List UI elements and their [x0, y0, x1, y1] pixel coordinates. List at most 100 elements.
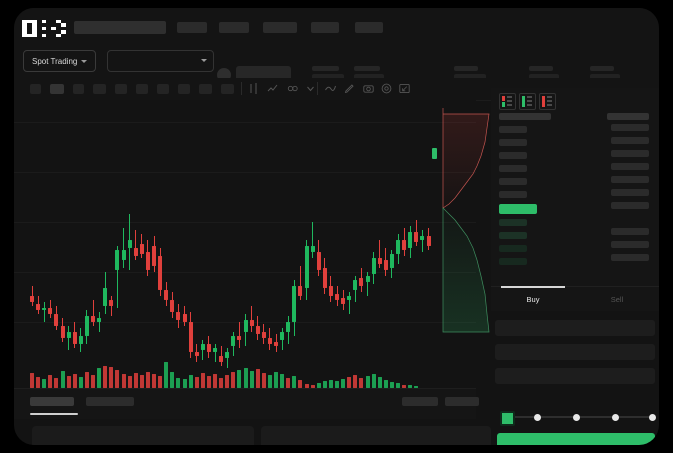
orderbook-row-right[interactable] — [611, 241, 649, 248]
orderbook-row-right[interactable] — [611, 228, 649, 235]
positions-panel-right[interactable] — [261, 426, 491, 445]
price-chart[interactable] — [14, 100, 476, 388]
amount-field[interactable] — [495, 344, 655, 360]
camera-icon[interactable] — [362, 82, 375, 95]
volume-bar — [121, 374, 126, 388]
orderbook-row[interactable] — [499, 245, 527, 252]
volume-histogram — [14, 350, 476, 388]
candle — [78, 100, 83, 352]
timeframe-5[interactable] — [115, 84, 127, 94]
volume-bar — [408, 385, 413, 388]
nav-item-3[interactable] — [263, 22, 297, 33]
volume-bar — [298, 380, 303, 388]
volume-bar — [48, 375, 53, 388]
volume-bar — [322, 381, 327, 388]
orderbook-spread-row[interactable] — [499, 204, 537, 214]
nav-item-1[interactable] — [177, 22, 207, 33]
pencil-icon[interactable] — [343, 82, 356, 95]
orderbook-row-right[interactable] — [611, 176, 649, 183]
slider-step-100[interactable] — [649, 413, 656, 421]
nav-item-5[interactable] — [355, 22, 383, 33]
timeframe-3[interactable] — [73, 84, 84, 94]
orderbook-row[interactable] — [499, 139, 527, 146]
orderbook-row-right[interactable] — [611, 137, 649, 144]
chevron-down-icon[interactable] — [304, 82, 317, 95]
candle — [322, 100, 327, 350]
settings-gear-icon[interactable] — [380, 82, 393, 95]
slider-step-25[interactable] — [534, 413, 541, 421]
amount-slider[interactable] — [500, 410, 656, 426]
total-field[interactable] — [495, 368, 655, 384]
stat-2 — [354, 66, 384, 80]
volume-bar — [219, 378, 224, 388]
volume-bar — [249, 371, 254, 388]
chevron-down-icon — [81, 59, 88, 63]
orderbook-row-right[interactable] — [611, 150, 649, 157]
candle — [328, 100, 333, 350]
submit-buy-button[interactable] — [497, 433, 655, 445]
orderbook-row-right[interactable] — [611, 254, 649, 261]
orderbook-row[interactable] — [499, 178, 527, 185]
candle — [176, 100, 181, 350]
orderbook-row[interactable] — [499, 165, 527, 172]
price-field[interactable] — [495, 320, 655, 336]
orderbook-header-left — [499, 113, 551, 120]
chart-footer-action-1[interactable] — [402, 397, 438, 406]
volume-bar — [97, 368, 102, 388]
header-search-input[interactable] — [74, 21, 166, 34]
volume-bar — [200, 373, 205, 388]
candle — [121, 100, 126, 350]
nav-item-2[interactable] — [219, 22, 249, 33]
volume-bar — [383, 380, 388, 388]
timeframe-9[interactable] — [199, 84, 212, 94]
orderbook-mode-both[interactable] — [499, 93, 516, 110]
timeframe-7[interactable] — [157, 84, 169, 94]
orderbook-row-right[interactable] — [611, 189, 649, 196]
candle — [103, 100, 108, 350]
orderbook-row[interactable] — [499, 258, 527, 265]
positions-panel-left[interactable] — [32, 426, 254, 445]
chart-footer-tab-1[interactable] — [30, 397, 74, 406]
slider-handle[interactable] — [500, 410, 515, 426]
indicator-icon[interactable] — [286, 82, 299, 95]
candle — [371, 100, 376, 350]
candle — [60, 100, 65, 350]
candle — [408, 100, 413, 350]
timeframe-6[interactable] — [136, 84, 148, 94]
timeframe-4[interactable] — [93, 84, 106, 94]
tab-sell[interactable]: Sell — [610, 295, 624, 304]
timeframe-10[interactable] — [221, 84, 234, 94]
stat-4 — [529, 66, 559, 80]
fullscreen-icon[interactable] — [398, 82, 411, 95]
volume-bar — [365, 376, 370, 388]
spot-trading-selector[interactable]: Spot Trading — [23, 50, 97, 72]
candlestick-icon[interactable] — [247, 82, 260, 95]
candle — [414, 100, 419, 350]
timeframe-2[interactable] — [50, 84, 64, 94]
trend-line-icon[interactable] — [324, 82, 337, 95]
orderbook-mode-bids[interactable] — [519, 93, 536, 110]
tab-buy[interactable]: Buy — [526, 295, 540, 304]
candle — [261, 100, 266, 350]
slider-step-75[interactable] — [612, 413, 619, 421]
orderbook-row-right[interactable] — [611, 163, 649, 170]
okx-logo[interactable] — [22, 20, 66, 37]
slider-step-50[interactable] — [573, 413, 580, 421]
orderbook-row[interactable] — [499, 191, 527, 198]
pair-selector[interactable] — [107, 50, 214, 72]
timeframe-1[interactable] — [30, 84, 41, 94]
orderbook-row[interactable] — [499, 152, 527, 159]
orderbook-row[interactable] — [499, 126, 527, 133]
orderbook-mode-asks[interactable] — [539, 93, 556, 110]
orderbook-row-right[interactable] — [611, 202, 649, 209]
line-chart-icon[interactable] — [266, 82, 279, 95]
nav-item-4[interactable] — [311, 22, 339, 33]
orderbook-row[interactable] — [499, 232, 527, 239]
orderbook-row-right[interactable] — [611, 124, 649, 131]
chart-footer-tab-2[interactable] — [86, 397, 134, 406]
volume-bar — [267, 375, 272, 388]
orderbook-row[interactable] — [499, 219, 527, 226]
chart-footer-action-2[interactable] — [445, 397, 479, 406]
timeframe-8[interactable] — [178, 84, 190, 94]
volume-bar — [371, 374, 376, 388]
